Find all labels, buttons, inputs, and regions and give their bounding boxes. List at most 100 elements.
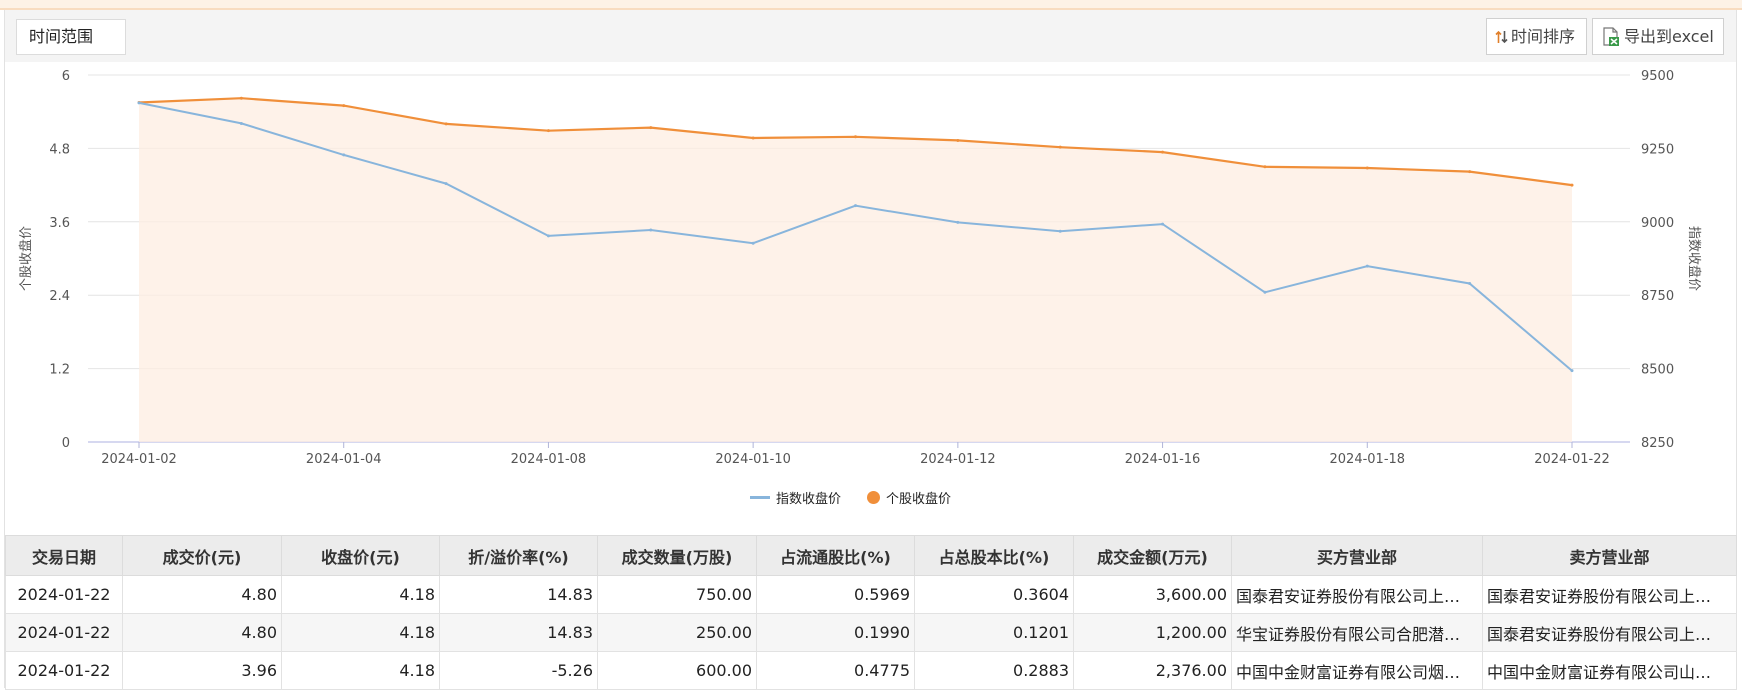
y-right-tick-label: 8250 [1641,436,1674,451]
stock-point [751,136,755,140]
table-cell: 2024-01-22 [5,575,123,614]
y-right-tick-label: 9250 [1641,142,1674,157]
index-point [342,153,346,157]
table-cell: 国泰君安证券股份有限公司上… [1231,575,1483,614]
column-header[interactable]: 买方营业部 [1231,535,1483,576]
y-right-tick-label: 9500 [1641,69,1674,84]
time-sort-button[interactable]: 时间排序 [1486,18,1587,55]
time-range-button[interactable]: 时间范围 [16,19,126,55]
stock-point [1161,150,1165,154]
table-row[interactable]: 2024-01-22 4.80 4.18 14.83 750.00 0.5969 0.360… [5,575,1737,614]
table-cell: 1,200.00 [1073,613,1232,652]
table-cell: 3,600.00 [1073,575,1232,614]
table-cell: 2,376.00 [1073,651,1232,690]
stock-point [854,135,857,139]
stock-point [1263,165,1267,169]
y-left-axis-title: 个股收盘价 [18,226,34,291]
table-cell: 2024-01-22 [5,613,123,652]
table-body: 2024-01-22 4.80 4.18 14.83 750.00 0.5969 0.360… [5,575,1737,690]
y-right-tick-label: 8500 [1641,363,1674,378]
table-cell: 0.3604 [914,575,1074,614]
legend-item-index[interactable]: 指数收盘价 [750,488,841,507]
time-sort-label: 时间排序 [1511,27,1576,46]
table-cell: 14.83 [439,613,598,652]
column-header[interactable]: 折/溢价率(%) [439,535,598,576]
column-header[interactable]: 占总股本比(%) [914,535,1074,576]
legend-label-stock: 个股收盘价 [886,492,952,507]
index-point [239,121,243,125]
x-tick-label: 2024-01-18 [1330,452,1406,467]
table-cell: 0.4775 [756,651,915,690]
index-point [1570,369,1574,373]
x-tick-label: 2024-01-08 [511,452,587,467]
index-point [1263,290,1267,294]
export-excel-label: 导出到excel [1624,27,1714,46]
table-row[interactable]: 2024-01-22 4.80 4.18 14.83 250.00 0.1990 0.120… [5,613,1737,652]
legend-dot-marker [867,491,881,504]
table-cell: 国泰君安证券股份有限公司上… [1482,613,1737,652]
index-point [649,228,653,232]
stock-point [444,122,448,126]
y-left-tick-label: 6 [62,69,70,84]
top-border-stripe [0,0,1742,10]
index-point [854,204,857,208]
x-tick-label: 2024-01-02 [101,452,177,467]
table-cell: 中国中金财富证券有限公司山… [1482,651,1737,690]
legend-label-index: 指数收盘价 [776,492,842,507]
y-right-tick-label: 8750 [1641,289,1674,304]
content-panel [4,10,1737,688]
export-excel-button[interactable]: 导出到excel [1592,18,1724,55]
column-header[interactable]: 收盘价(元) [281,535,440,576]
index-point [956,220,960,224]
column-header[interactable]: 卖方营业部 [1482,535,1737,576]
column-header[interactable]: 占流通股比(%) [756,535,915,576]
y-left-tick-label: 2.4 [49,289,70,304]
index-point [546,234,550,238]
x-tick-label: 2024-01-10 [715,452,791,467]
y-left-tick-label: 1.2 [49,363,70,378]
excel-file-icon [1601,26,1621,47]
legend-item-stock[interactable]: 个股收盘价 [867,488,951,507]
table-cell: 国泰君安证券股份有限公司上… [1482,575,1737,614]
index-point [1161,222,1165,226]
chart-legend: 指数收盘价 个股收盘价 [750,488,951,507]
table-cell: 4.18 [281,651,440,690]
table-cell: 0.5969 [756,575,915,614]
table-row[interactable]: 2024-01-22 3.96 4.18 -5.26 600.00 0.4775 0.288… [5,651,1737,690]
table-cell: 4.18 [281,575,440,614]
y-right-axis-title: 指数收盘价 [1686,226,1702,291]
table-cell: 3.96 [122,651,282,690]
x-tick-label: 2024-01-22 [1534,452,1610,467]
stock-point [1570,183,1574,187]
table-cell: -5.26 [439,651,598,690]
sort-arrows-icon [1495,30,1508,44]
toolbar [5,10,1736,62]
column-header[interactable]: 成交金额(万元) [1073,535,1232,576]
table-cell: 0.2883 [914,651,1074,690]
index-point [1468,281,1472,285]
table-cell: 4.18 [281,613,440,652]
stock-point [239,96,243,100]
index-point [444,182,448,186]
legend-line-marker [750,496,770,499]
column-header[interactable]: 交易日期 [5,535,123,576]
price-chart: 0 8250 1.2 8500 2.4 8750 3.6 9000 4.8 9250 6 9500 个股… [18,69,1702,467]
column-header[interactable]: 成交数量(万股) [597,535,757,576]
stock-point [1058,145,1062,149]
x-tick-label: 2024-01-04 [306,452,382,467]
column-header[interactable]: 成交价(元) [122,535,282,576]
stock-point [546,129,550,133]
stock-point [1468,170,1472,174]
y-left-tick-label: 0 [62,436,70,451]
table-cell: 250.00 [597,613,757,652]
stock-point [649,126,653,130]
table-cell: 600.00 [597,651,757,690]
y-right-tick-label: 9000 [1641,216,1674,231]
table-cell: 750.00 [597,575,757,614]
table-cell: 4.80 [122,575,282,614]
table-cell: 14.83 [439,575,598,614]
table-header-row: 交易日期 成交价(元) 收盘价(元) 折/溢价率(%) 成交数量(万股) 占流通股比(%)… [5,535,1737,576]
index-point [1365,264,1369,268]
index-point [751,241,755,245]
block-trade-table: 交易日期 成交价(元) 收盘价(元) 折/溢价率(%) 成交数量(万股) 占流通股比(%)… [5,535,1737,690]
